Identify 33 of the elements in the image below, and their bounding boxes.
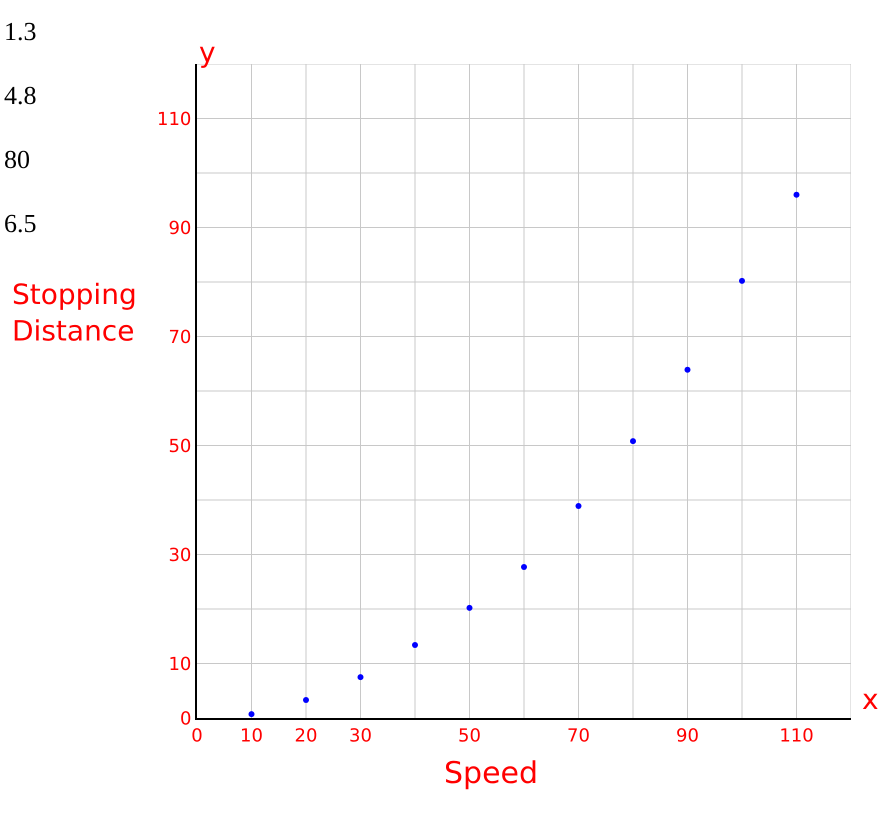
x-tick-label: 90 (676, 726, 699, 747)
x-tick-label: 30 (349, 726, 372, 747)
y-axis-title: Stopping Distance (12, 278, 137, 348)
point (576, 503, 582, 509)
point (794, 192, 800, 198)
y-tick-label: 70 (168, 326, 192, 348)
point (521, 564, 527, 570)
point (412, 642, 418, 648)
text: 80 (4, 145, 30, 174)
y-tick-label: 30 (168, 544, 192, 566)
x-tick-label: 50 (458, 726, 481, 747)
point (466, 604, 472, 611)
point (739, 278, 745, 284)
text: x (862, 683, 879, 716)
point (630, 438, 636, 444)
text: 6.5 (4, 209, 36, 238)
x-tick-label: 70 (567, 726, 590, 747)
y-tick-label: 90 (168, 218, 192, 239)
point (684, 366, 690, 373)
text: 4.8 (4, 81, 36, 110)
y-tick-label: 10 (168, 654, 192, 675)
x-tick-label: 10 (240, 726, 263, 747)
x-tick-label: 110 (779, 726, 814, 747)
point (358, 674, 364, 680)
x-axis-title: Speed (444, 756, 538, 791)
point (303, 697, 309, 704)
annotation: y (199, 36, 216, 69)
y-tick-label: 50 (168, 436, 192, 457)
x-tick-label: 20 (294, 726, 318, 747)
text: 1.3 (4, 17, 36, 46)
y-tick-label: 0 (180, 708, 192, 730)
point (248, 711, 254, 718)
y-tick-label: 110 (157, 108, 192, 130)
